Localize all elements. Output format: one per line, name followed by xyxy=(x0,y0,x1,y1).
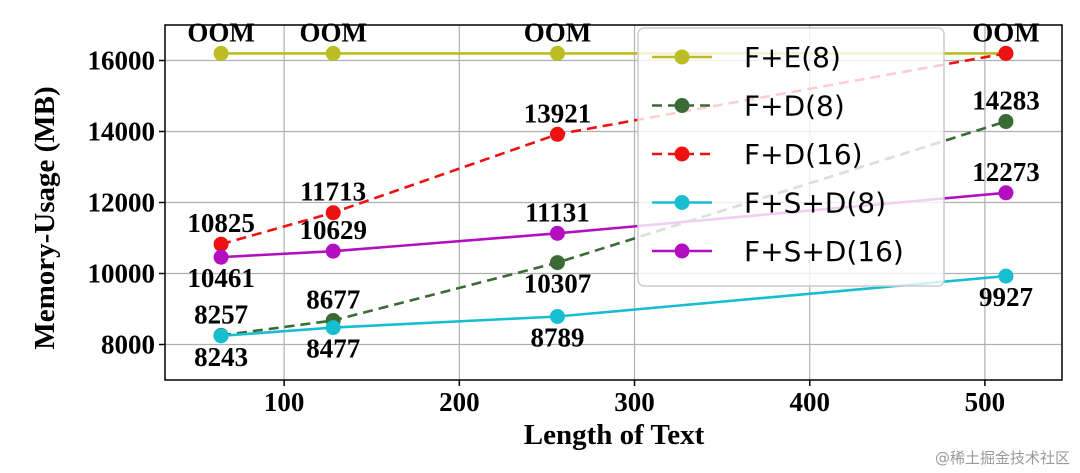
data-point xyxy=(549,225,565,241)
data-point xyxy=(998,268,1014,284)
data-label: 12273 xyxy=(972,157,1040,187)
legend: F+E(8) F+D(8) F+D(16) F+S+D(8) F+S+D(16) xyxy=(637,27,945,287)
watermark-text: @稀土掘金技术社区 xyxy=(935,449,1070,467)
data-point xyxy=(325,205,341,221)
legend-label: F+D(16) xyxy=(744,138,863,171)
data-point xyxy=(998,45,1014,61)
data-label: 8257 xyxy=(194,299,248,329)
data-point xyxy=(325,45,341,61)
axes: 100 200 300 400 500 8000 10000 12000 14000 16000 xyxy=(88,24,1063,417)
x-tick-label: 200 xyxy=(439,387,480,417)
data-label: 8677 xyxy=(306,284,360,314)
y-tick-label: 12000 xyxy=(88,188,156,218)
data-point xyxy=(549,308,565,324)
data-point xyxy=(213,45,229,61)
data-point xyxy=(213,249,229,265)
data-label: OOM xyxy=(187,17,255,47)
data-label: 8243 xyxy=(194,342,248,372)
data-label: OOM xyxy=(524,17,592,47)
x-tick-label: 300 xyxy=(614,387,655,417)
y-tick-label: 8000 xyxy=(101,330,155,360)
legend-marker xyxy=(674,49,690,65)
x-axis-label: Length of Text xyxy=(524,419,705,451)
data-point xyxy=(213,328,229,344)
data-point xyxy=(998,113,1014,129)
legend-marker xyxy=(674,195,690,210)
data-label: 11713 xyxy=(300,177,366,207)
x-tick-label: 100 xyxy=(264,387,305,417)
data-label: OOM xyxy=(299,17,367,47)
data-label: 8477 xyxy=(306,334,360,364)
data-label: 13921 xyxy=(524,98,592,128)
data-labels: OOM OOM OOM OOM 8257 8677 10307 14283 10825 11713… xyxy=(187,17,1039,371)
data-label: 14283 xyxy=(972,85,1040,115)
data-point xyxy=(549,45,565,61)
data-point xyxy=(325,243,341,259)
data-label: 10629 xyxy=(299,215,367,245)
y-tick-label: 10000 xyxy=(88,259,156,289)
data-label: OOM xyxy=(972,17,1040,47)
data-label: 10307 xyxy=(524,269,592,299)
legend-marker xyxy=(674,98,690,113)
legend-marker xyxy=(674,146,690,162)
data-point xyxy=(549,126,565,142)
x-tick-label: 400 xyxy=(789,387,830,417)
legend-marker xyxy=(674,243,690,259)
data-label: 10825 xyxy=(187,208,255,238)
y-tick-label: 14000 xyxy=(88,117,156,147)
legend-label: F+D(8) xyxy=(744,90,845,123)
x-tick-label: 500 xyxy=(965,387,1006,417)
data-point xyxy=(213,236,229,252)
legend-label: F+S+D(8) xyxy=(744,187,886,220)
data-label: 9927 xyxy=(979,282,1033,312)
legend-label: F+E(8) xyxy=(744,41,841,74)
data-label: 11131 xyxy=(525,197,590,227)
y-tick-label: 16000 xyxy=(88,46,156,76)
data-point xyxy=(998,185,1014,201)
data-label: 8789 xyxy=(530,322,584,352)
data-point xyxy=(325,320,341,336)
legend-label: F+S+D(16) xyxy=(744,235,904,268)
legend-box xyxy=(637,27,945,287)
data-point xyxy=(549,255,565,271)
series-line xyxy=(220,274,1007,338)
data-label: 10461 xyxy=(187,263,255,293)
y-axis-label: Memory-Usage (MB) xyxy=(29,86,61,349)
